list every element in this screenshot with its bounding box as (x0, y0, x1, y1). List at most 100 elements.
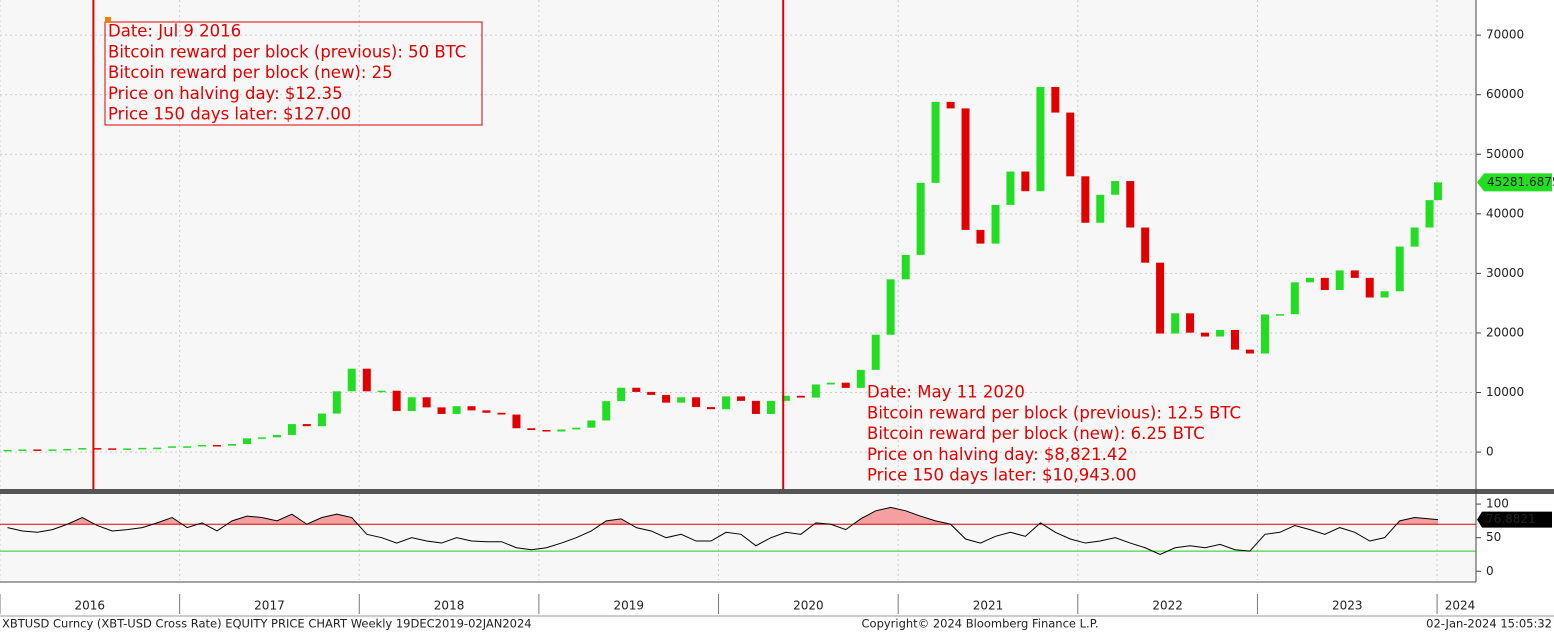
candle (302, 424, 311, 427)
candle (138, 447, 147, 450)
candle (1066, 112, 1075, 177)
candle (766, 400, 775, 414)
candle (1141, 227, 1150, 263)
candle (1006, 171, 1015, 205)
candle (1156, 262, 1165, 334)
candle (572, 427, 581, 430)
candle (228, 444, 237, 446)
candle (272, 434, 281, 438)
candle (108, 448, 117, 450)
candle (1335, 270, 1344, 291)
candle (392, 390, 401, 411)
candle (467, 406, 476, 411)
candle (347, 368, 356, 392)
candle (706, 407, 715, 410)
candle (168, 446, 177, 448)
candle (212, 444, 221, 447)
candle (811, 384, 820, 398)
candle (1081, 176, 1090, 223)
y-tick-label: 60000 (1486, 87, 1524, 101)
candle (482, 410, 491, 413)
candle (1433, 182, 1442, 201)
candle (901, 254, 910, 280)
candle (1380, 291, 1389, 298)
x-tick-label: 2016 (75, 599, 106, 613)
candle (587, 420, 596, 428)
candle (317, 413, 326, 427)
annotation-text: Price on halving day: $12.35 (108, 84, 343, 103)
candle (1036, 86, 1045, 192)
candle (1350, 270, 1359, 278)
x-tick-label: 2024 (1445, 599, 1476, 613)
x-tick-label: 2019 (613, 599, 644, 613)
candle (78, 448, 87, 450)
candle (886, 279, 895, 335)
candle (1395, 246, 1404, 292)
candle (437, 407, 446, 414)
annotation-anchor (105, 17, 111, 23)
rsi-last-label: 76.8821 (1486, 512, 1536, 526)
candle (1305, 277, 1314, 283)
candle (452, 406, 461, 414)
footer-right: 02-Jan-2024 15:05:32 (1426, 617, 1552, 631)
candle (1126, 181, 1135, 228)
annotation-text: Bitcoin reward per block (previous): 12.… (867, 403, 1241, 422)
candle (692, 397, 701, 408)
candle (512, 414, 521, 429)
annotation-text: Date: Jul 9 2016 (108, 22, 241, 41)
candle (183, 446, 192, 448)
x-tick-label: 2023 (1332, 599, 1363, 613)
x-tick-label: 2017 (254, 599, 285, 613)
candle (1245, 349, 1254, 354)
y-tick-label: 10000 (1486, 385, 1524, 399)
candle (18, 449, 27, 451)
annotation-text: Price 150 days later: $10,943.00 (867, 466, 1137, 485)
x-tick-label: 2022 (1152, 599, 1183, 613)
y2-tick-label: 50 (1486, 530, 1501, 544)
candle (557, 429, 566, 432)
rsi-flag (1477, 511, 1552, 528)
panel-divider (0, 489, 1554, 494)
price-panel (0, 0, 1476, 489)
candle (841, 382, 850, 388)
candle (542, 430, 551, 432)
rsi-line (7, 506, 1439, 556)
candle (63, 448, 72, 451)
candle (1186, 313, 1195, 333)
annotation-text: Bitcoin reward per block (new): 25 (108, 63, 393, 82)
candle (257, 437, 266, 439)
candle (946, 101, 955, 109)
candle (1051, 86, 1060, 113)
x-tick-label: 2018 (434, 599, 465, 613)
candle (961, 108, 970, 230)
candle (871, 334, 880, 370)
candle (781, 395, 790, 401)
footer-left: XBTUSD Curncy (XBT-USD Cross Rate) EQUIT… (2, 617, 532, 631)
candle (1260, 314, 1269, 354)
candle (722, 396, 731, 410)
candle (198, 444, 207, 447)
candle (617, 387, 626, 402)
candle (931, 101, 940, 183)
candle (242, 438, 251, 445)
last-price-flag (1477, 173, 1552, 192)
y-tick-label: 30000 (1486, 266, 1524, 280)
candle (1365, 277, 1374, 298)
candle (377, 390, 386, 393)
candle (332, 391, 341, 414)
candle (1275, 314, 1284, 316)
candle (153, 447, 162, 450)
candle (527, 428, 536, 431)
candle (1111, 181, 1120, 195)
candle (796, 395, 805, 398)
candle (1410, 227, 1419, 247)
y-tick-label: 20000 (1486, 325, 1524, 339)
y-tick-label: 70000 (1486, 28, 1524, 42)
candle (287, 424, 296, 435)
candle (1425, 200, 1434, 228)
candle (1290, 282, 1299, 315)
annotation-text: Date: May 11 2020 (867, 383, 1025, 402)
candle (856, 369, 865, 388)
candle (1200, 332, 1209, 337)
